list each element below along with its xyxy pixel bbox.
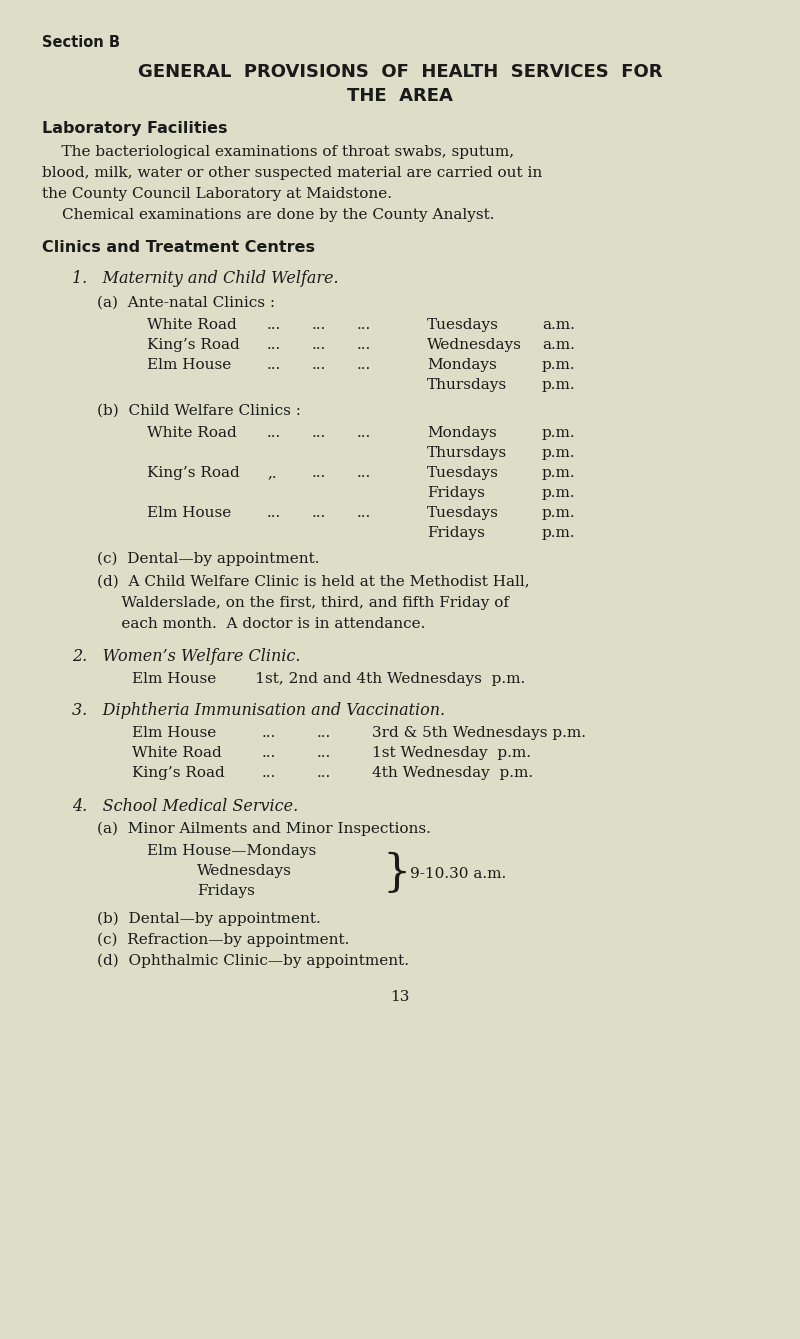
Text: Thursdays: Thursdays (427, 378, 507, 392)
Text: Tuesdays: Tuesdays (427, 506, 499, 520)
Text: blood, milk, water or other suspected material are carried out in: blood, milk, water or other suspected ma… (42, 166, 542, 179)
Text: 3.   Diphtheria Immunisation and Vaccination.: 3. Diphtheria Immunisation and Vaccinati… (72, 702, 445, 719)
Text: THE  AREA: THE AREA (347, 87, 453, 104)
Text: a.m.: a.m. (542, 337, 575, 352)
Text: ...: ... (357, 426, 371, 441)
Text: ...: ... (357, 466, 371, 479)
Text: ...: ... (267, 506, 282, 520)
Text: a.m.: a.m. (542, 317, 575, 332)
Text: (d)  Ophthalmic Clinic—by appointment.: (d) Ophthalmic Clinic—by appointment. (97, 953, 409, 968)
Text: ...: ... (312, 317, 326, 332)
Text: Elm House: Elm House (132, 726, 216, 740)
Text: p.m.: p.m. (542, 378, 576, 392)
Text: 9-10.30 a.m.: 9-10.30 a.m. (410, 866, 506, 881)
Text: Walderslade, on the first, third, and fifth Friday of: Walderslade, on the first, third, and fi… (97, 596, 509, 611)
Text: ...: ... (267, 426, 282, 441)
Text: ...: ... (317, 726, 331, 740)
Text: White Road: White Road (132, 746, 222, 761)
Text: ...: ... (317, 766, 331, 781)
Text: Elm House: Elm House (147, 506, 231, 520)
Text: (b)  Child Welfare Clinics :: (b) Child Welfare Clinics : (97, 404, 301, 418)
Text: p.m.: p.m. (542, 486, 576, 499)
Text: Chemical examinations are done by the County Analyst.: Chemical examinations are done by the Co… (62, 208, 494, 222)
Text: The bacteriological examinations of throat swabs, sputum,: The bacteriological examinations of thro… (42, 145, 514, 159)
Text: 1st Wednesday  p.m.: 1st Wednesday p.m. (372, 746, 531, 761)
Text: 1.   Maternity and Child Welfare.: 1. Maternity and Child Welfare. (72, 270, 338, 287)
Text: Thursdays: Thursdays (427, 446, 507, 461)
Text: Clinics and Treatment Centres: Clinics and Treatment Centres (42, 240, 315, 254)
Text: (c)  Refraction—by appointment.: (c) Refraction—by appointment. (97, 933, 350, 948)
Text: each month.  A doctor is in attendance.: each month. A doctor is in attendance. (97, 617, 426, 631)
Text: 13: 13 (390, 990, 410, 1004)
Text: p.m.: p.m. (542, 466, 576, 479)
Text: ...: ... (262, 726, 276, 740)
Text: Elm House: Elm House (147, 358, 231, 372)
Text: }: } (382, 852, 410, 894)
Text: (d)  A Child Welfare Clinic is held at the Methodist Hall,: (d) A Child Welfare Clinic is held at th… (97, 574, 530, 589)
Text: King’s Road: King’s Road (147, 337, 240, 352)
Text: ...: ... (267, 337, 282, 352)
Text: ...: ... (312, 506, 326, 520)
Text: the County Council Laboratory at Maidstone.: the County Council Laboratory at Maidsto… (42, 187, 392, 201)
Text: ...: ... (262, 766, 276, 781)
Text: Elm House—Mondays: Elm House—Mondays (147, 844, 316, 858)
Text: Mondays: Mondays (427, 358, 497, 372)
Text: ...: ... (267, 358, 282, 372)
Text: ...: ... (312, 466, 326, 479)
Text: White Road: White Road (147, 317, 237, 332)
Text: ,.: ,. (267, 466, 277, 479)
Text: ...: ... (312, 426, 326, 441)
Text: Wednesdays: Wednesdays (197, 864, 292, 878)
Text: Section B: Section B (42, 35, 120, 50)
Text: Elm House        1st, 2nd and 4th Wednesdays  p.m.: Elm House 1st, 2nd and 4th Wednesdays p.… (132, 672, 526, 686)
Text: ...: ... (312, 358, 326, 372)
Text: ...: ... (262, 746, 276, 761)
Text: Fridays: Fridays (427, 526, 485, 540)
Text: King’s Road: King’s Road (132, 766, 225, 781)
Text: Tuesdays: Tuesdays (427, 317, 499, 332)
Text: ...: ... (357, 358, 371, 372)
Text: 3rd & 5th Wednesdays p.m.: 3rd & 5th Wednesdays p.m. (372, 726, 586, 740)
Text: 4.   School Medical Service.: 4. School Medical Service. (72, 798, 298, 815)
Text: p.m.: p.m. (542, 446, 576, 461)
Text: 2.   Women’s Welfare Clinic.: 2. Women’s Welfare Clinic. (72, 648, 301, 665)
Text: Mondays: Mondays (427, 426, 497, 441)
Text: Laboratory Facilities: Laboratory Facilities (42, 121, 227, 137)
Text: (b)  Dental—by appointment.: (b) Dental—by appointment. (97, 912, 321, 927)
Text: (a)  Minor Ailments and Minor Inspections.: (a) Minor Ailments and Minor Inspections… (97, 822, 431, 837)
Text: Fridays: Fridays (197, 884, 255, 898)
Text: GENERAL  PROVISIONS  OF  HEALTH  SERVICES  FOR: GENERAL PROVISIONS OF HEALTH SERVICES FO… (138, 63, 662, 80)
Text: ...: ... (357, 506, 371, 520)
Text: Tuesdays: Tuesdays (427, 466, 499, 479)
Text: ...: ... (357, 317, 371, 332)
Text: p.m.: p.m. (542, 358, 576, 372)
Text: (c)  Dental—by appointment.: (c) Dental—by appointment. (97, 552, 319, 566)
Text: ...: ... (317, 746, 331, 761)
Text: White Road: White Road (147, 426, 237, 441)
Text: King’s Road: King’s Road (147, 466, 240, 479)
Text: ...: ... (357, 337, 371, 352)
Text: (a)  Ante-natal Clinics :: (a) Ante-natal Clinics : (97, 296, 275, 311)
Text: ...: ... (267, 317, 282, 332)
Text: p.m.: p.m. (542, 506, 576, 520)
Text: Fridays: Fridays (427, 486, 485, 499)
Text: Wednesdays: Wednesdays (427, 337, 522, 352)
Text: p.m.: p.m. (542, 526, 576, 540)
Text: ...: ... (312, 337, 326, 352)
Text: p.m.: p.m. (542, 426, 576, 441)
Text: 4th Wednesday  p.m.: 4th Wednesday p.m. (372, 766, 533, 781)
